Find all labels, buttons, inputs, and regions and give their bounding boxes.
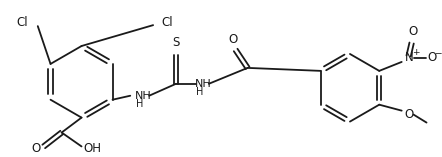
Text: O: O	[427, 51, 437, 64]
Text: H: H	[136, 99, 144, 109]
Text: Cl: Cl	[16, 16, 28, 29]
Text: −: −	[434, 49, 442, 57]
Text: NH: NH	[195, 79, 212, 89]
Text: NH: NH	[135, 91, 152, 101]
Text: H: H	[196, 87, 203, 97]
Text: O: O	[228, 33, 237, 46]
Text: +: +	[412, 49, 419, 57]
Text: N: N	[405, 51, 413, 64]
Text: O: O	[408, 25, 417, 38]
Text: OH: OH	[84, 142, 102, 155]
Text: O: O	[405, 108, 414, 121]
Text: S: S	[172, 36, 179, 49]
Text: Cl: Cl	[161, 16, 173, 29]
Text: O: O	[31, 142, 41, 155]
